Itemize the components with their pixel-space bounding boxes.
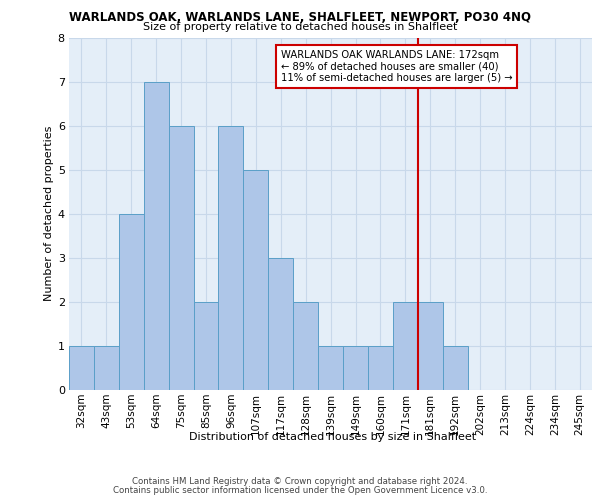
Text: WARLANDS OAK, WARLANDS LANE, SHALFLEET, NEWPORT, PO30 4NQ: WARLANDS OAK, WARLANDS LANE, SHALFLEET, … bbox=[69, 11, 531, 24]
Text: Contains HM Land Registry data © Crown copyright and database right 2024.: Contains HM Land Registry data © Crown c… bbox=[132, 477, 468, 486]
Text: WARLANDS OAK WARLANDS LANE: 172sqm
← 89% of detached houses are smaller (40)
11%: WARLANDS OAK WARLANDS LANE: 172sqm ← 89%… bbox=[281, 50, 512, 83]
Bar bbox=[194, 302, 218, 390]
Bar bbox=[268, 258, 293, 390]
Text: Size of property relative to detached houses in Shalfleet: Size of property relative to detached ho… bbox=[143, 22, 457, 32]
Bar bbox=[169, 126, 194, 390]
Y-axis label: Number of detached properties: Number of detached properties bbox=[44, 126, 53, 302]
Bar bbox=[293, 302, 318, 390]
Text: Distribution of detached houses by size in Shalfleet: Distribution of detached houses by size … bbox=[190, 432, 476, 442]
Bar bbox=[244, 170, 268, 390]
Bar bbox=[69, 346, 94, 390]
Bar bbox=[94, 346, 119, 390]
Bar bbox=[144, 82, 169, 390]
Bar bbox=[418, 302, 443, 390]
Bar bbox=[318, 346, 343, 390]
Bar bbox=[119, 214, 144, 390]
Bar bbox=[393, 302, 418, 390]
Text: Contains public sector information licensed under the Open Government Licence v3: Contains public sector information licen… bbox=[113, 486, 487, 495]
Bar bbox=[443, 346, 467, 390]
Bar bbox=[368, 346, 393, 390]
Bar bbox=[343, 346, 368, 390]
Bar bbox=[218, 126, 244, 390]
